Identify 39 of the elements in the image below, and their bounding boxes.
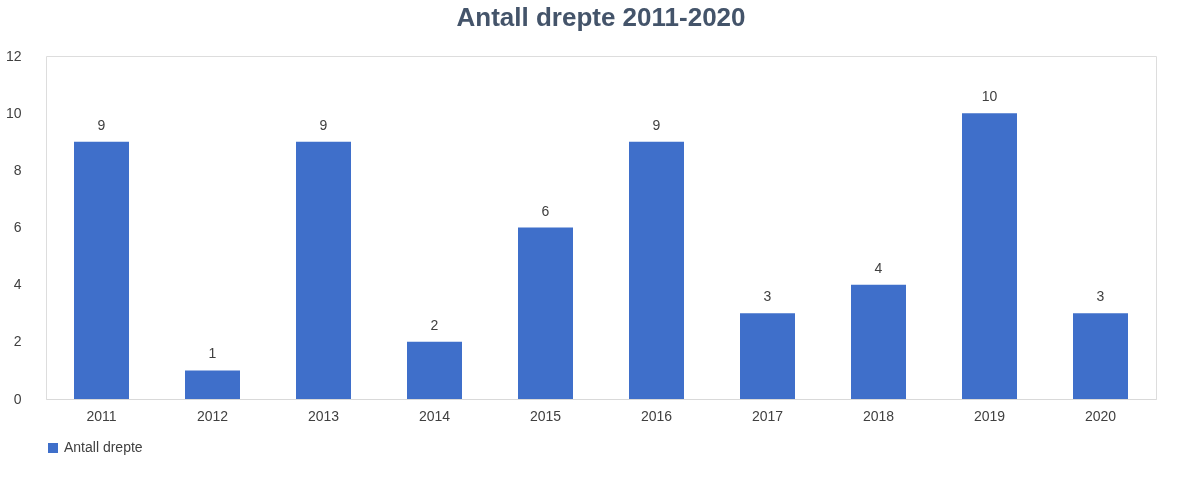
x-tick-label: 2016 [640,407,673,424]
y-tick-label: 10 [5,104,22,121]
bar [629,141,684,399]
bar [74,141,129,399]
x-tick-label: 2017 [751,407,784,424]
data-label: 2 [430,316,439,333]
bar [1073,313,1128,399]
x-tick-label: 2015 [529,407,562,424]
y-tick-label: 2 [13,333,22,350]
data-label: 10 [981,88,998,105]
x-tick-label: 2018 [862,407,895,424]
y-tick-label: 8 [13,161,22,178]
data-label: 9 [97,116,106,133]
chart-title: Antall drepte 2011-2020 [456,2,746,32]
bar [296,141,351,399]
data-label: 1 [208,345,217,362]
x-tick-label: 2012 [196,407,229,424]
bar [962,113,1017,399]
y-tick-label: 0 [13,390,22,407]
data-label: 9 [319,116,328,133]
bar [851,284,906,399]
bar [740,313,795,399]
y-tick-label: 12 [5,47,22,64]
bar [407,341,462,399]
x-tick-label: 2020 [1084,407,1117,424]
x-tick-label: 2011 [86,407,117,424]
data-label: 6 [541,202,550,219]
x-tick-label: 2014 [418,407,451,424]
data-label: 3 [763,288,772,305]
x-tick-label: 2019 [973,407,1006,424]
data-label: 4 [874,259,883,276]
x-tick-label: 2013 [307,407,340,424]
bar [185,370,240,399]
y-tick-label: 4 [13,276,22,293]
data-label: 3 [1096,288,1105,305]
bar [518,227,573,399]
data-label: 9 [652,116,661,133]
y-tick-label: 6 [13,219,22,235]
legend-label: Antall drepte [64,439,143,455]
